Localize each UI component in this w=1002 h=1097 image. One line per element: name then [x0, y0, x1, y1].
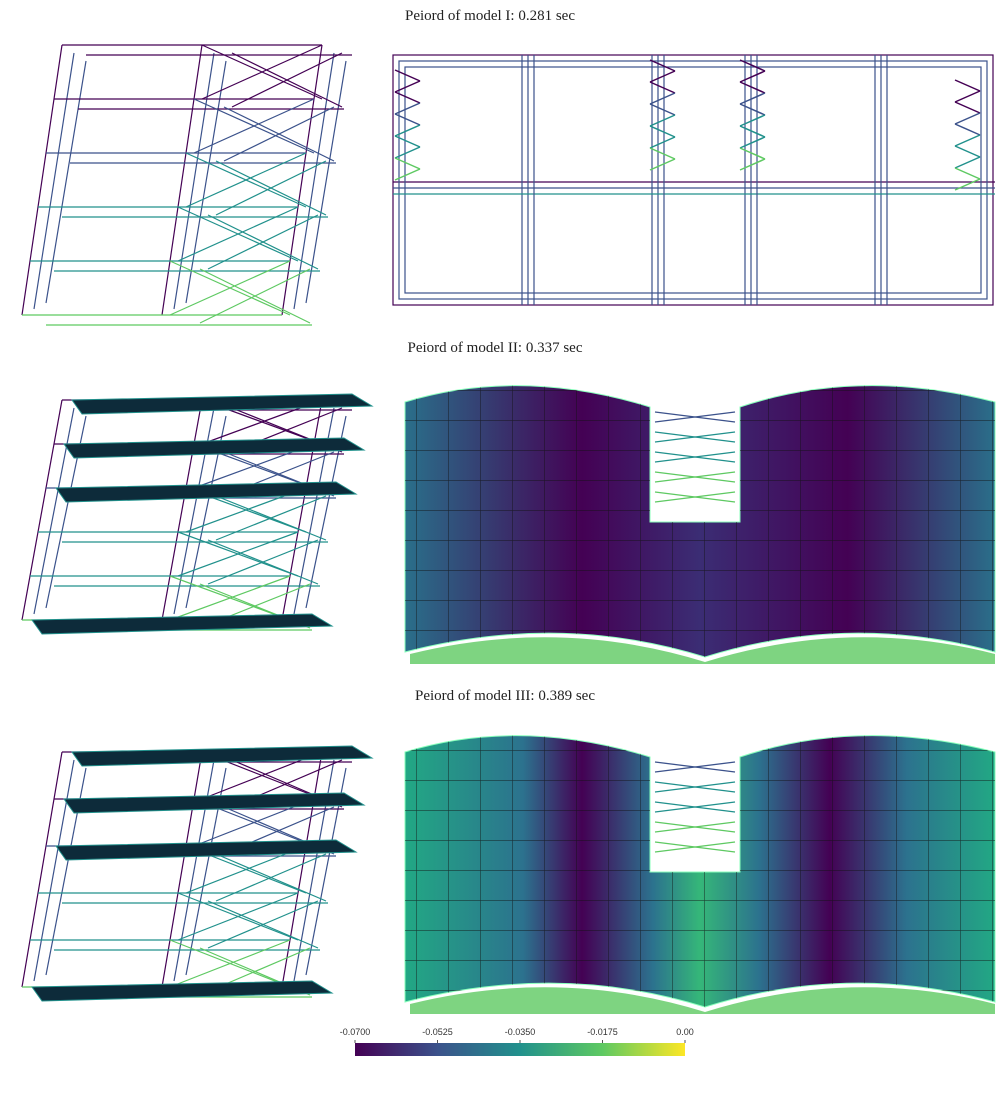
member	[22, 752, 62, 987]
member	[650, 137, 675, 148]
member	[740, 137, 765, 148]
member	[955, 91, 980, 102]
slab	[56, 840, 356, 860]
member	[22, 400, 62, 620]
colorbar-tick-label: 0.00	[676, 1027, 694, 1037]
member	[22, 45, 62, 315]
caption: Peiord of model II: 0.337 sec	[408, 340, 583, 356]
colorbar-tick-label: -0.0175	[587, 1027, 618, 1037]
member	[34, 408, 74, 614]
member	[174, 408, 214, 614]
colorbar-tick-label: -0.0350	[505, 1027, 536, 1037]
member	[162, 400, 202, 620]
slab	[64, 793, 364, 813]
slab	[56, 482, 356, 502]
colorbar-tick-label: -0.0700	[340, 1027, 371, 1037]
member	[955, 157, 980, 168]
slab	[72, 746, 372, 766]
caption: Peiord of model I: 0.281 sec	[405, 8, 575, 24]
member	[740, 148, 765, 159]
member	[955, 168, 980, 179]
member	[162, 752, 202, 987]
member	[650, 159, 675, 170]
member	[955, 113, 980, 124]
member	[740, 159, 765, 170]
member	[162, 45, 202, 315]
figure: Peiord of model I: 0.281 sec Peiord of m…	[0, 0, 1002, 1097]
member	[740, 82, 765, 93]
colorbar	[355, 1043, 685, 1056]
member	[34, 760, 74, 981]
member	[740, 115, 765, 126]
member	[740, 71, 765, 82]
wire-frame	[393, 55, 993, 305]
member	[650, 104, 675, 115]
member	[955, 80, 980, 91]
wall-grid	[405, 386, 995, 657]
member	[650, 93, 675, 104]
slab	[32, 614, 332, 634]
model-drawings	[22, 45, 995, 1014]
caption: Peiord of model III: 0.389 sec	[415, 688, 595, 704]
colorbar-tick-label: -0.0525	[422, 1027, 453, 1037]
member	[650, 115, 675, 126]
slab	[32, 981, 332, 1001]
member	[740, 104, 765, 115]
member	[955, 124, 980, 135]
member	[650, 148, 675, 159]
member	[740, 93, 765, 104]
wire-frame	[405, 67, 981, 293]
slab	[72, 394, 372, 414]
member	[650, 126, 675, 137]
member	[740, 60, 765, 71]
member	[740, 126, 765, 137]
slab	[64, 438, 364, 458]
wall-grid	[405, 736, 995, 1007]
member	[650, 60, 675, 71]
wire-frame	[399, 61, 987, 299]
member	[955, 135, 980, 146]
member	[650, 71, 675, 82]
colorbar-ticks: -0.0700 -0.0525 -0.0350 -0.0175 0.00	[340, 1027, 694, 1043]
member	[650, 82, 675, 93]
member	[955, 146, 980, 157]
member	[955, 102, 980, 113]
member	[46, 61, 86, 303]
